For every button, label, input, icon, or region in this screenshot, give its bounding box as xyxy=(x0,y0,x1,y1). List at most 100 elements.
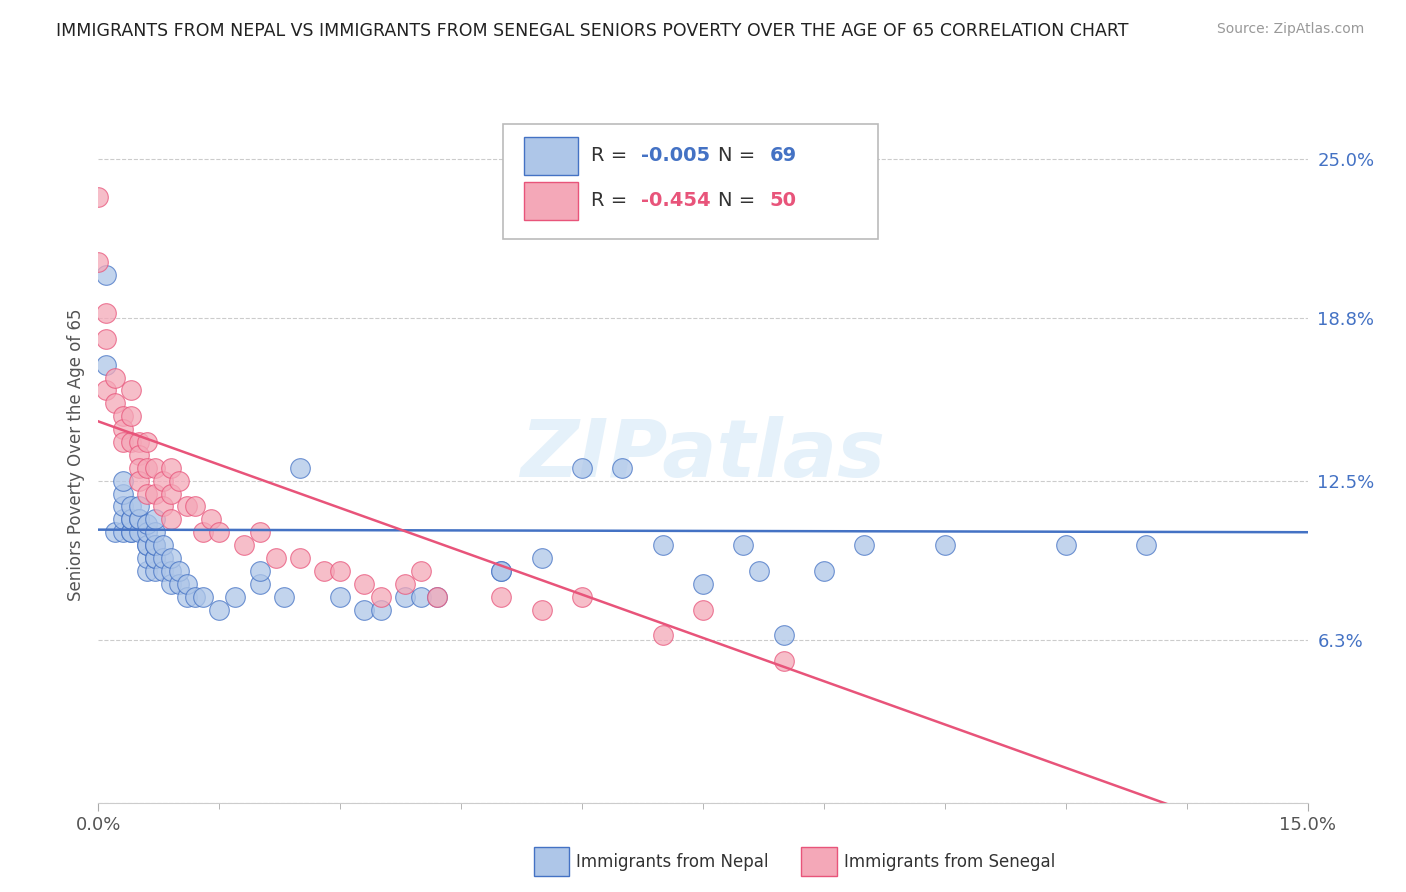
Point xyxy=(152,538,174,552)
Point xyxy=(329,564,352,578)
Text: N =: N = xyxy=(717,146,761,165)
Point xyxy=(224,590,246,604)
Point xyxy=(651,628,673,642)
Text: 50: 50 xyxy=(769,192,797,211)
Point xyxy=(135,538,157,552)
Point xyxy=(353,576,375,591)
Point xyxy=(733,538,755,552)
Point xyxy=(120,512,142,526)
Point xyxy=(772,654,794,668)
Point xyxy=(128,435,150,450)
Point xyxy=(111,474,134,488)
Point xyxy=(160,512,183,526)
Point xyxy=(314,564,336,578)
Text: Immigrants from Senegal: Immigrants from Senegal xyxy=(844,853,1054,871)
Y-axis label: Seniors Poverty Over the Age of 65: Seniors Poverty Over the Age of 65 xyxy=(66,309,84,601)
Point xyxy=(120,525,142,540)
Point xyxy=(208,525,231,540)
Point xyxy=(1054,538,1077,552)
Point xyxy=(120,384,142,398)
Point xyxy=(143,486,166,500)
Point xyxy=(96,268,118,282)
Point xyxy=(135,538,157,552)
Point xyxy=(111,422,134,436)
Point xyxy=(651,538,673,552)
Point xyxy=(370,602,392,616)
Point xyxy=(249,525,271,540)
Point xyxy=(1135,538,1157,552)
FancyBboxPatch shape xyxy=(524,182,578,220)
Point xyxy=(353,602,375,616)
Point xyxy=(128,512,150,526)
Point xyxy=(111,525,134,540)
Text: R =: R = xyxy=(591,146,633,165)
Point xyxy=(249,576,271,591)
Point xyxy=(491,590,513,604)
Point xyxy=(184,590,207,604)
Point xyxy=(143,564,166,578)
Point xyxy=(120,409,142,424)
Point xyxy=(152,564,174,578)
Point xyxy=(152,500,174,514)
Point xyxy=(748,564,770,578)
Text: IMMIGRANTS FROM NEPAL VS IMMIGRANTS FROM SENEGAL SENIORS POVERTY OVER THE AGE OF: IMMIGRANTS FROM NEPAL VS IMMIGRANTS FROM… xyxy=(56,22,1129,40)
Point xyxy=(87,190,110,204)
Point xyxy=(571,590,593,604)
Point xyxy=(426,590,449,604)
Point xyxy=(135,460,157,475)
Point xyxy=(128,512,150,526)
FancyBboxPatch shape xyxy=(524,136,578,175)
Point xyxy=(491,564,513,578)
Point xyxy=(370,590,392,604)
Point xyxy=(103,525,125,540)
Point xyxy=(111,486,134,500)
Point xyxy=(167,564,190,578)
Point xyxy=(394,576,416,591)
Point xyxy=(264,551,287,566)
Point xyxy=(128,474,150,488)
Point xyxy=(426,590,449,604)
Point xyxy=(530,551,553,566)
Point xyxy=(491,564,513,578)
Point xyxy=(273,590,295,604)
Point xyxy=(249,564,271,578)
Text: R =: R = xyxy=(591,192,633,211)
Point xyxy=(120,500,142,514)
Point xyxy=(160,564,183,578)
Point xyxy=(128,500,150,514)
Point xyxy=(176,500,198,514)
Point xyxy=(193,525,215,540)
Point xyxy=(329,590,352,604)
Text: ZIPatlas: ZIPatlas xyxy=(520,416,886,494)
Point xyxy=(813,564,835,578)
Point xyxy=(143,460,166,475)
Point xyxy=(135,551,157,566)
Point xyxy=(934,538,956,552)
Point xyxy=(111,500,134,514)
Point xyxy=(530,602,553,616)
Point xyxy=(96,358,118,372)
Point xyxy=(409,564,432,578)
Point xyxy=(143,551,166,566)
Point xyxy=(288,460,311,475)
Point xyxy=(135,525,157,540)
Point xyxy=(96,332,118,346)
Point xyxy=(232,538,254,552)
Point xyxy=(208,602,231,616)
Point xyxy=(135,435,157,450)
Point xyxy=(128,448,150,462)
Point xyxy=(111,435,134,450)
Point xyxy=(96,306,118,320)
Point xyxy=(288,551,311,566)
Point xyxy=(160,551,183,566)
Point xyxy=(160,486,183,500)
Point xyxy=(103,370,125,384)
Text: Immigrants from Nepal: Immigrants from Nepal xyxy=(576,853,769,871)
Point xyxy=(176,576,198,591)
Point xyxy=(167,474,190,488)
Point xyxy=(143,538,166,552)
Text: -0.454: -0.454 xyxy=(641,192,711,211)
Point xyxy=(135,517,157,532)
Point xyxy=(176,590,198,604)
Point xyxy=(111,512,134,526)
